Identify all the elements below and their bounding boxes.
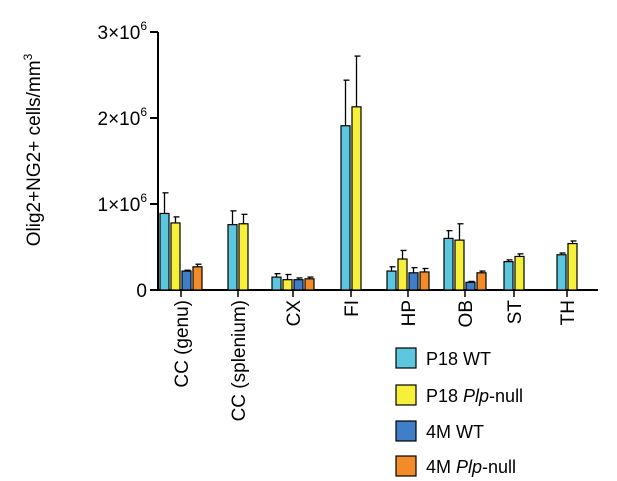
bar <box>567 242 578 291</box>
x-tick-label: TH <box>558 300 579 325</box>
bar <box>192 266 203 291</box>
bar <box>351 106 362 291</box>
bar <box>465 281 476 291</box>
y-tick-label: 1×106 <box>98 191 148 216</box>
bar <box>556 254 567 291</box>
y-tick-label: 2×106 <box>98 105 148 130</box>
x-tick-label: HP <box>399 300 420 326</box>
x-tick-label: OB <box>456 300 477 327</box>
y-axis-title: Olig2+NG2+ cells/mm3 <box>21 53 45 246</box>
bars <box>159 55 578 297</box>
x-tick-label: CC (splenium) <box>229 300 250 421</box>
legend-swatch <box>395 455 417 477</box>
legend-label: P18 Plp-null <box>426 386 523 406</box>
axes <box>157 32 598 291</box>
bar <box>304 278 315 291</box>
bar <box>181 270 192 291</box>
bar <box>340 125 351 291</box>
y-tick-label: 0 <box>136 281 147 302</box>
bar <box>386 270 397 291</box>
bar <box>159 212 170 291</box>
bar <box>454 239 465 291</box>
bar <box>293 279 304 291</box>
legend-swatch <box>395 420 417 442</box>
y-axis-label: Olig2+NG2+ cells/mm3 <box>21 53 45 246</box>
y-ticks: 0 1×106 2×106 3×106 <box>98 19 158 302</box>
legend-label: 4M WT <box>426 422 484 442</box>
bar <box>443 237 454 291</box>
bar <box>271 276 282 291</box>
bar <box>514 255 525 291</box>
legend: P18 WT P18 Plp-null 4M WT 4M Plp-null <box>395 347 523 477</box>
x-tick-label: CC (genu) <box>172 300 193 388</box>
legend-label: P18 WT <box>426 349 491 369</box>
bar <box>503 261 514 291</box>
y-tick-label: 3×106 <box>98 19 148 44</box>
x-tick-label: CX <box>284 300 305 327</box>
legend-swatch <box>395 384 417 406</box>
bar <box>282 279 293 291</box>
bar <box>419 271 430 291</box>
x-tick-label: FI <box>342 300 363 317</box>
bar <box>408 272 419 291</box>
bar <box>476 272 487 291</box>
x-tick-label: ST <box>505 300 526 325</box>
bar <box>227 224 238 291</box>
legend-label: 4M Plp-null <box>426 457 516 477</box>
legend-swatch <box>395 347 417 369</box>
bar <box>238 223 249 291</box>
x-tick-labels: CC (genu) CC (splenium) CX FI HP OB ST TH <box>172 300 579 422</box>
bar <box>170 222 181 291</box>
bar <box>397 258 408 291</box>
